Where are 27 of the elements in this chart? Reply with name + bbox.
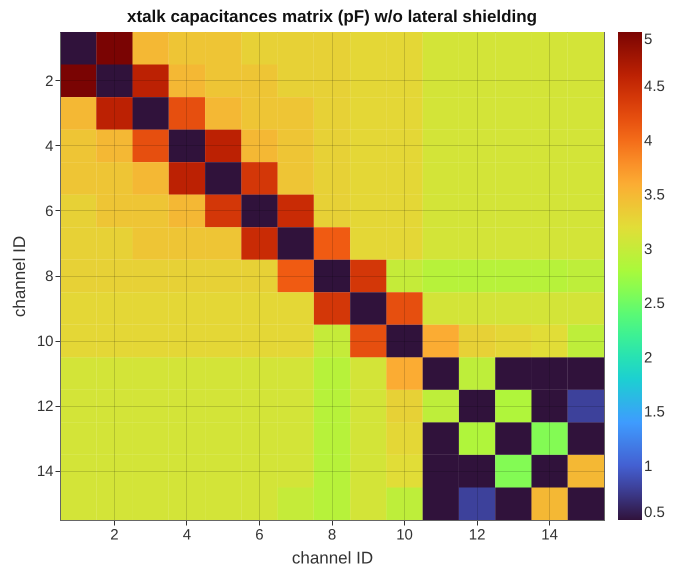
color-bar-label: 2.5: [644, 295, 665, 312]
y-tick-label: 12: [36, 398, 54, 416]
color-bar-label: 1: [644, 458, 652, 475]
x-tick-label: 8: [328, 526, 336, 544]
color-bar-label: 3: [644, 240, 652, 258]
x-tick-label: 12: [468, 526, 486, 544]
y-tick-label: 14: [36, 463, 54, 480]
color-bar-label: 5: [644, 31, 652, 48]
x-tick-label: 4: [182, 526, 192, 544]
color-bar-label: 2: [644, 349, 652, 366]
x-tick-label: 10: [396, 526, 413, 544]
chart-title: xtalk capacitances matrix (pF) w/o lateral shielding: [126, 7, 538, 26]
color-bar-label: 4.5: [644, 78, 665, 96]
y-tick-label: 8: [45, 268, 54, 285]
color-bar-label: 0.5: [644, 504, 665, 521]
x-axis-title: channel ID: [292, 548, 374, 568]
x-tick-label: 2: [110, 526, 119, 544]
y-tick-label: 4: [45, 138, 54, 155]
y-tick-label: 6: [45, 202, 54, 220]
x-tick-label: 6: [255, 526, 264, 544]
color-bar-label: 1.5: [644, 404, 665, 421]
color-bar-label: 3.5: [644, 186, 665, 204]
color-bar-label: 4: [644, 132, 652, 150]
y-tick-label: 10: [36, 333, 54, 350]
y-axis-title: channel ID: [10, 236, 29, 318]
y-tick-label: 2: [45, 72, 54, 90]
x-tick-label: 14: [541, 526, 558, 544]
